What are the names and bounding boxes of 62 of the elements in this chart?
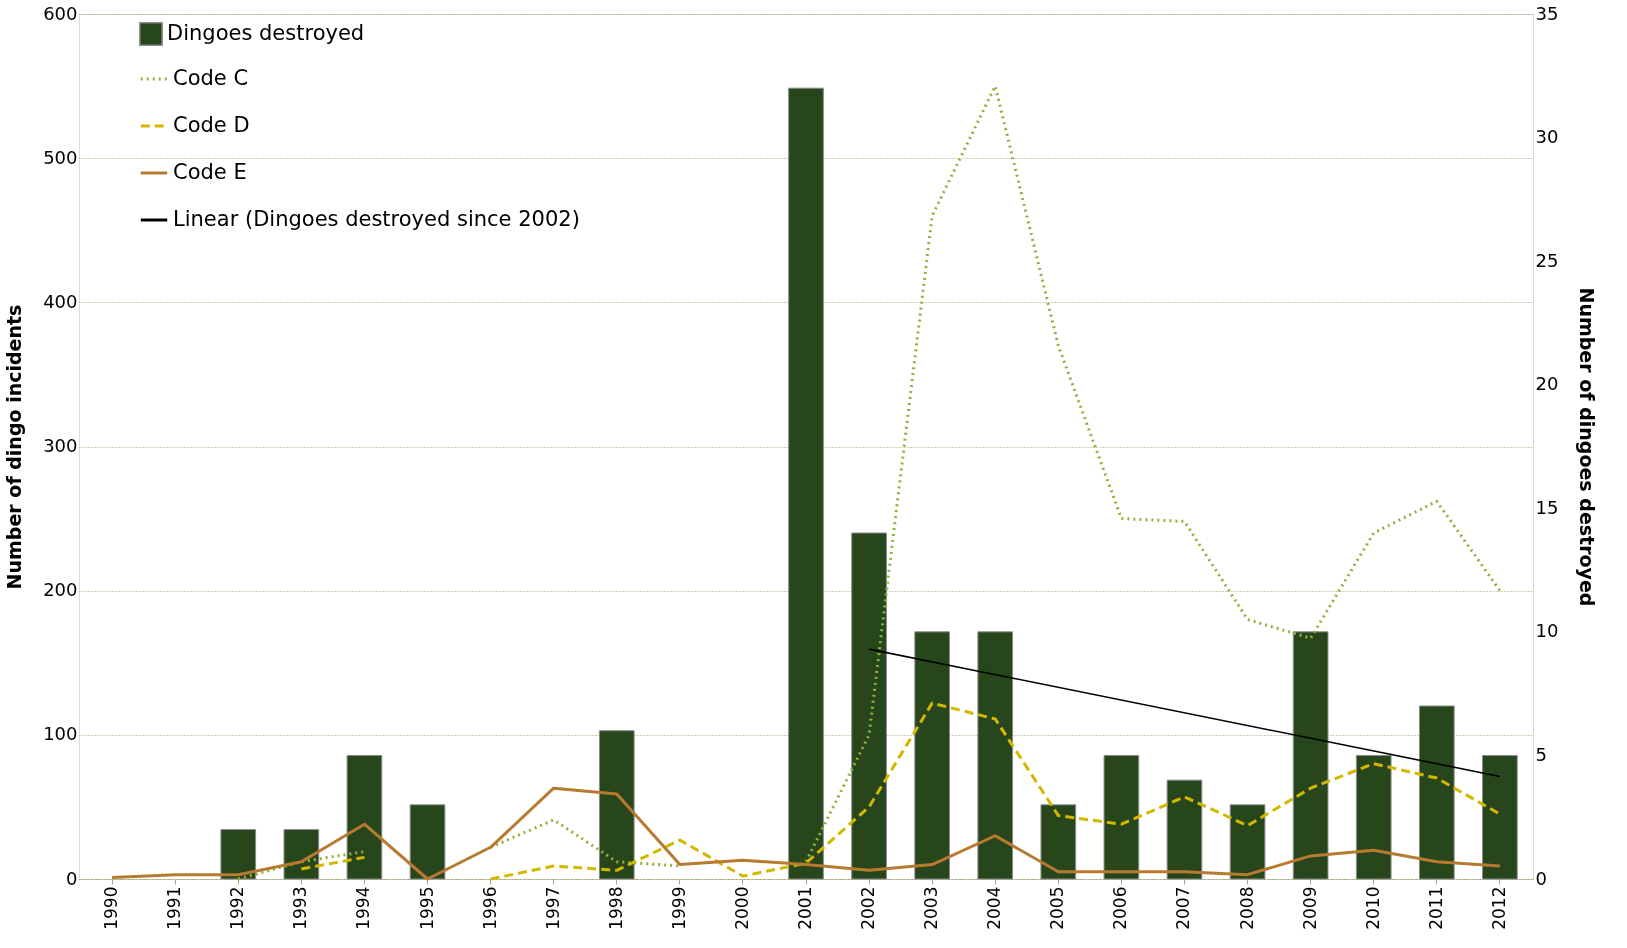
y2-tick-label: 10 <box>1535 620 1559 642</box>
bar <box>914 631 951 880</box>
x-tick-label: 2007 <box>1173 886 1194 930</box>
bar <box>1166 779 1203 880</box>
x-tick-label: 2005 <box>1047 886 1068 930</box>
bar <box>977 631 1014 880</box>
x-tick-label: 1998 <box>605 886 626 930</box>
x-tick-label: 2010 <box>1362 886 1383 930</box>
y2-tick-label: 0 <box>1535 867 1547 889</box>
bar <box>1292 631 1329 880</box>
y-tick-label: 300 <box>43 435 78 456</box>
bar <box>1418 705 1455 880</box>
y2-tick-label: 25 <box>1535 249 1559 271</box>
y2-tick-label: 15 <box>1535 496 1559 518</box>
x-tick-label: 1997 <box>542 886 563 930</box>
bar <box>1229 804 1266 880</box>
bar <box>788 87 824 880</box>
bar <box>220 829 257 880</box>
y-tick-label: 200 <box>43 579 78 601</box>
x-tick-label: 2001 <box>795 886 815 930</box>
x-tick-label: 2012 <box>1488 886 1509 930</box>
y-tick-label: 0 <box>66 867 78 889</box>
y-axis-title: Number of dingo incidents <box>3 304 26 590</box>
x-tick-label: 2011 <box>1425 886 1446 930</box>
x-tick-label: 2004 <box>984 886 1005 930</box>
bar <box>598 730 635 880</box>
x-tick-label: 2008 <box>1236 886 1257 930</box>
legend-label: Code E <box>173 160 247 184</box>
bar <box>851 532 887 880</box>
legend-label: Code C <box>173 66 249 90</box>
x-tick-label: 1993 <box>290 886 311 930</box>
x-tick-label: 1996 <box>479 886 500 930</box>
x-tick-label: 1994 <box>353 886 374 930</box>
x-tick-label: 1995 <box>416 886 437 930</box>
y-tick-label: 600 <box>43 2 78 24</box>
y2-tick-label: 35 <box>1535 2 1559 24</box>
y-tick-label: 100 <box>43 723 78 745</box>
x-tick-label: 1992 <box>227 886 248 930</box>
legend-label: Dingoes destroyed <box>167 21 365 45</box>
x-tick-label: 2002 <box>858 886 879 930</box>
legend-label: Linear (Dingoes destroyed since 2002) <box>173 207 580 231</box>
y2-axis-title: Number of dingoes destroyed <box>1576 287 1599 607</box>
bar <box>346 754 383 880</box>
x-tick-label: 2006 <box>1110 886 1131 930</box>
y2-tick-label: 5 <box>1535 743 1547 765</box>
x-tick-label: 2009 <box>1299 886 1320 930</box>
bar <box>1355 754 1392 880</box>
y2-tick-label: 30 <box>1535 126 1559 148</box>
x-tick-label: 2003 <box>921 886 942 930</box>
y2-tick-label: 20 <box>1535 373 1559 395</box>
bar <box>409 804 446 880</box>
bar <box>1040 804 1077 880</box>
bar <box>1482 754 1518 880</box>
x-tick-label: 1991 <box>164 886 185 930</box>
x-tick-label: 1990 <box>101 886 122 930</box>
y-tick-label: 500 <box>43 146 78 168</box>
bar <box>1103 754 1140 880</box>
legend-label: Code D <box>173 113 250 137</box>
y-tick-label: 400 <box>43 290 78 312</box>
x-tick-label: 1999 <box>668 886 689 930</box>
line-series <box>110 786 1502 881</box>
x-tick-label: 2000 <box>731 886 752 930</box>
